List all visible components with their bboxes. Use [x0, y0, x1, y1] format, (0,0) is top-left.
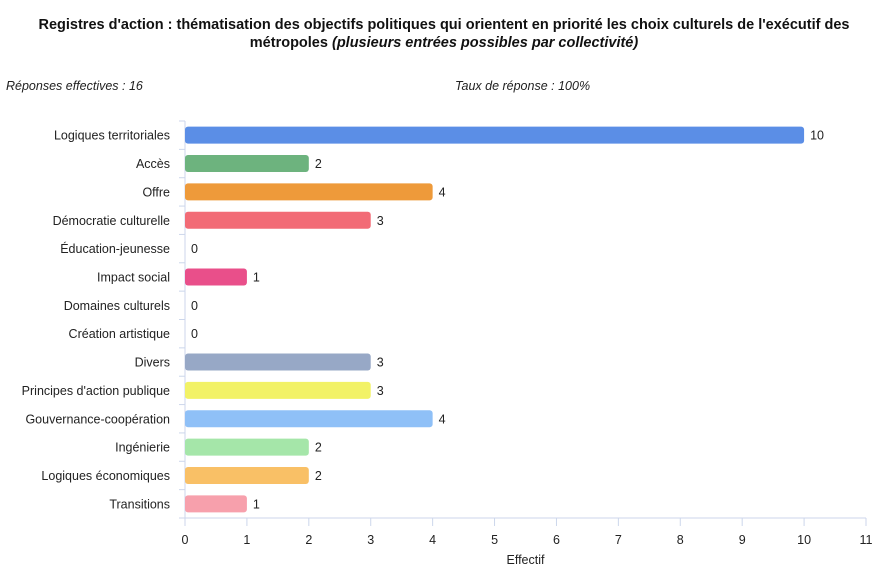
data-label: 3 — [377, 214, 384, 228]
bar — [185, 466, 309, 484]
chart-title-sub: (plusieurs entrées possibles par collect… — [331, 35, 639, 51]
bar — [185, 155, 309, 173]
category-label: Principes d'action publique — [22, 384, 170, 398]
data-label: 1 — [253, 270, 260, 284]
category-label: Divers — [135, 356, 170, 370]
chart-title: Registres d'action : thématisation des o… — [0, 16, 888, 52]
chart-title-main: Registres d'action : thématisation des o… — [38, 17, 850, 51]
bar — [185, 211, 371, 229]
x-tick-label: 5 — [491, 533, 498, 547]
data-label: 3 — [377, 384, 384, 398]
bar — [185, 438, 309, 456]
x-tick-label: 8 — [677, 533, 684, 547]
x-tick-label: 4 — [429, 533, 436, 547]
category-label: Domaines culturels — [64, 299, 170, 313]
x-tick-label: 3 — [367, 533, 374, 547]
data-label: 2 — [315, 469, 322, 483]
data-label: 1 — [253, 497, 260, 511]
data-label: 4 — [439, 412, 446, 426]
data-label: 0 — [191, 299, 198, 313]
category-label: Démocratie culturelle — [53, 214, 170, 228]
response-rate: Taux de réponse : 100% — [455, 79, 591, 93]
x-tick-label: 2 — [305, 533, 312, 547]
x-tick-label: 10 — [797, 533, 811, 547]
category-label: Logiques territoriales — [54, 129, 170, 143]
x-tick-label: 7 — [615, 533, 622, 547]
x-tick-label: 11 — [860, 533, 873, 547]
data-label: 2 — [315, 157, 322, 171]
bar — [185, 495, 247, 513]
category-label: Ingénierie — [115, 441, 170, 455]
x-axis-title: Effectif — [507, 553, 546, 567]
bar — [185, 126, 805, 144]
category-label: Impact social — [97, 270, 170, 284]
data-label: 0 — [191, 242, 198, 256]
bar — [185, 268, 247, 286]
category-label: Éducation-jeunesse — [60, 241, 170, 256]
bar — [185, 353, 371, 371]
x-tick-label: 9 — [739, 533, 746, 547]
x-tick-label: 1 — [243, 533, 250, 547]
data-label: 10 — [810, 129, 824, 143]
data-label: 2 — [315, 441, 322, 455]
data-label: 4 — [439, 185, 446, 199]
category-label: Offre — [142, 185, 170, 199]
category-label: Gouvernance-coopération — [25, 412, 170, 426]
data-label: 3 — [377, 356, 384, 370]
data-label: 0 — [191, 327, 198, 341]
category-label: Création artistique — [69, 327, 170, 341]
x-tick-label: 0 — [182, 533, 189, 547]
x-tick-label: 6 — [553, 533, 560, 547]
bar — [185, 381, 371, 399]
responses-count: Réponses effectives : 16 — [6, 79, 143, 93]
category-label: Accès — [136, 157, 170, 171]
bar — [185, 410, 433, 428]
category-label: Transitions — [109, 497, 170, 511]
bar — [185, 183, 433, 201]
category-label: Logiques économiques — [41, 469, 170, 483]
